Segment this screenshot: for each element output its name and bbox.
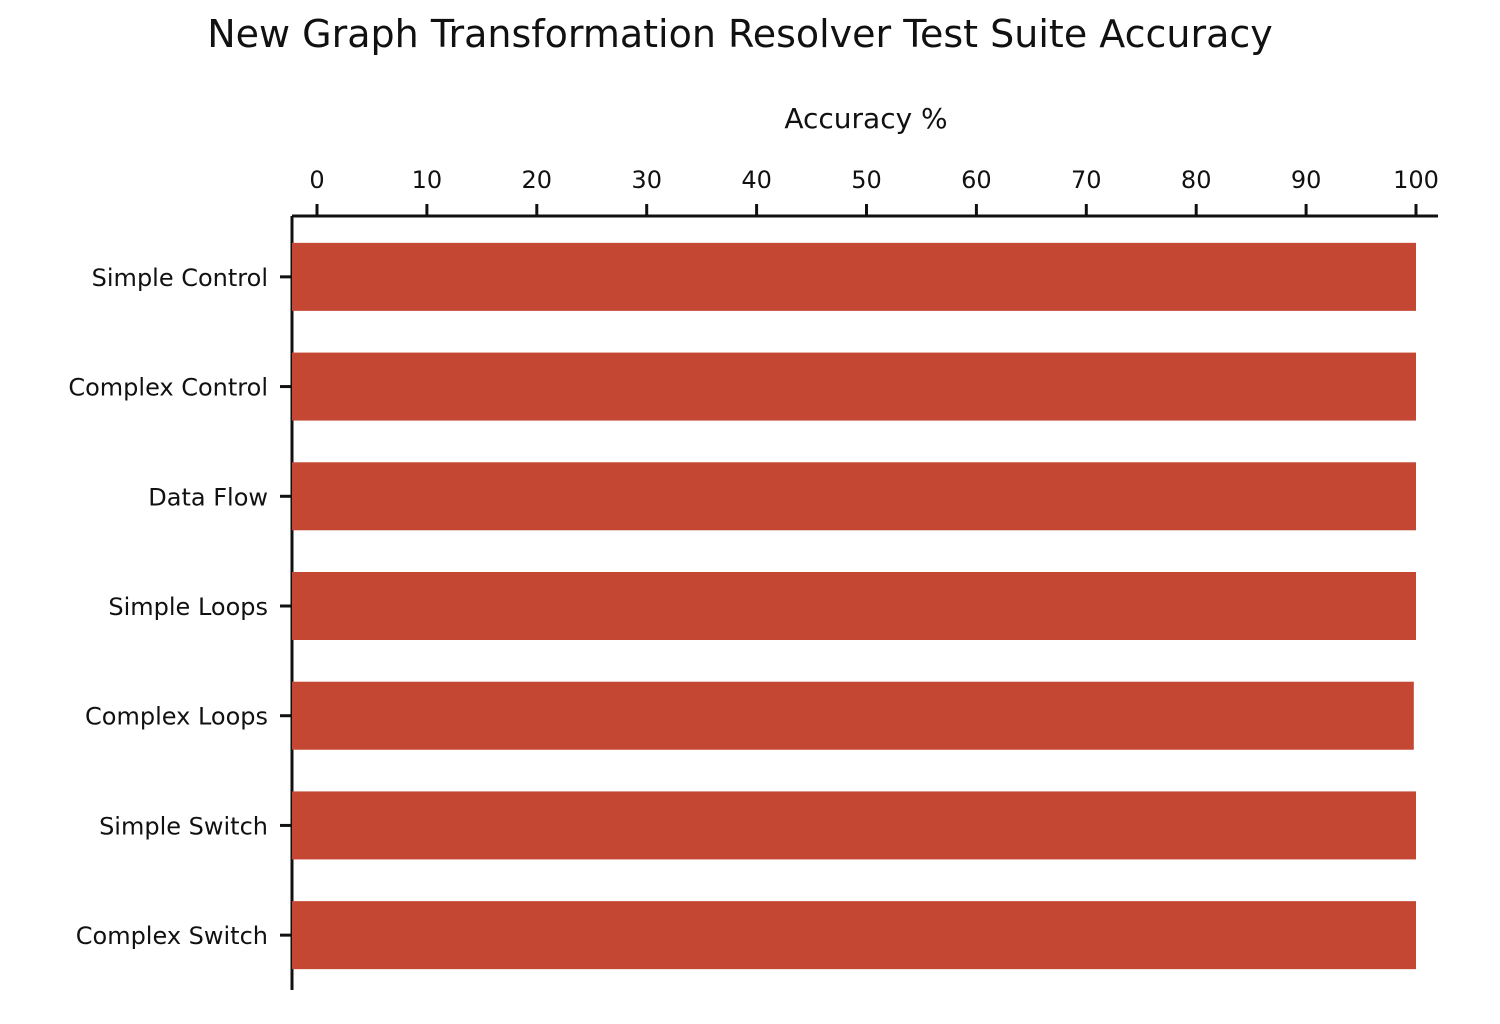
category-label: Complex Control [68,374,268,402]
bar [292,242,1416,311]
y-axis: Simple Control Complex Control Data Flow Si… [68,216,294,990]
bar [292,572,1416,640]
x-tick-label: 70 [1071,166,1102,194]
x-axis-label: Accuracy % [784,102,947,135]
bar [292,681,1414,750]
x-axis: 0 10 20 30 40 50 60 70 80 90 100 [292,166,1439,218]
bar [292,791,1416,860]
x-tick-label: 30 [631,166,662,194]
x-tick-label: 100 [1393,166,1439,194]
category-label: Simple Switch [99,812,268,840]
x-tick-label: 60 [961,166,992,194]
x-tick-label: 20 [522,166,553,194]
category-label: Simple Control [92,264,268,292]
bar [292,352,1416,421]
bar [292,901,1416,970]
category-label: Complex Switch [76,922,268,950]
bar [292,462,1416,531]
category-label: Simple Loops [108,593,268,621]
bars [292,242,1416,970]
chart-title: New Graph Transformation Resolver Test S… [207,12,1273,56]
x-tick-label: 90 [1291,166,1322,194]
x-tick-label: 50 [851,166,882,194]
x-tick-label: 0 [309,166,324,194]
x-tick-label: 10 [412,166,443,194]
category-label: Complex Loops [85,703,268,731]
x-tick-label: 80 [1181,166,1212,194]
x-tick-label: 40 [741,166,772,194]
category-label: Data Flow [148,483,268,511]
